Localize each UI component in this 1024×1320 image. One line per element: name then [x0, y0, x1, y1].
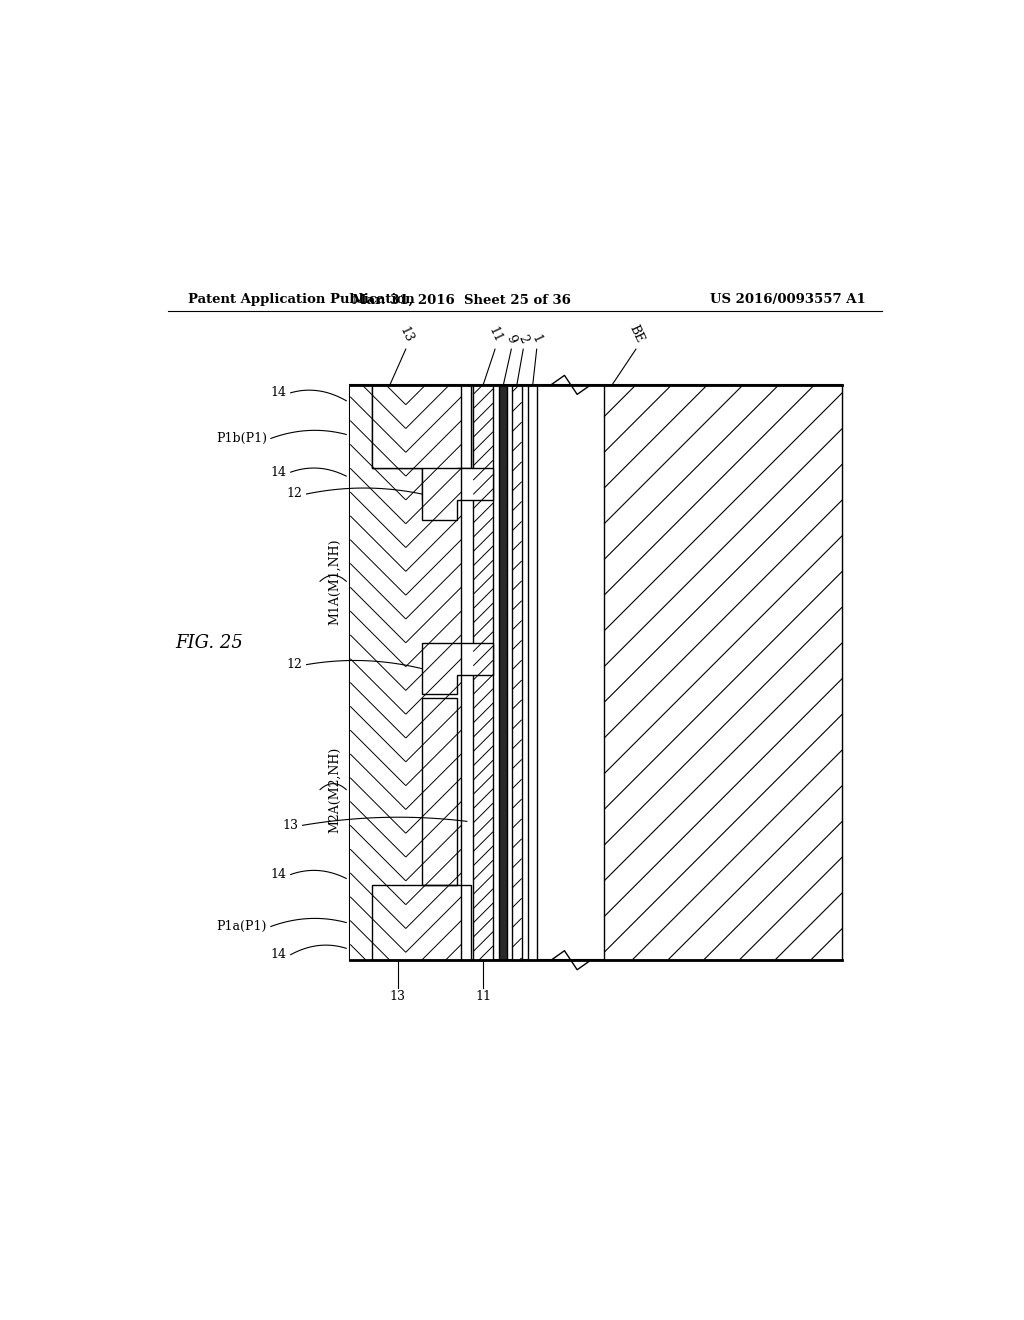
Polygon shape: [372, 698, 471, 960]
Bar: [350, 385, 842, 960]
Text: 12: 12: [287, 659, 303, 671]
Text: 13: 13: [390, 990, 406, 1003]
Text: 14: 14: [270, 869, 287, 880]
Text: 9: 9: [504, 333, 519, 346]
Text: Mar. 31, 2016  Sheet 25 of 36: Mar. 31, 2016 Sheet 25 of 36: [352, 293, 570, 306]
Text: 14: 14: [270, 387, 287, 400]
Text: M1A(M1,NH): M1A(M1,NH): [328, 539, 341, 624]
Polygon shape: [422, 643, 494, 694]
Text: 2: 2: [516, 333, 530, 346]
Bar: [350, 385, 461, 960]
Text: Patent Application Publication: Patent Application Publication: [187, 293, 415, 306]
Text: 11: 11: [475, 990, 492, 1003]
Text: 11: 11: [485, 325, 504, 346]
Polygon shape: [372, 385, 471, 500]
Text: BE: BE: [626, 323, 646, 346]
Text: 14: 14: [270, 466, 287, 479]
Text: P1a(P1): P1a(P1): [216, 920, 267, 933]
Text: 12: 12: [287, 487, 303, 500]
Bar: [372, 385, 471, 469]
Text: 1: 1: [529, 333, 545, 346]
Text: 13: 13: [283, 818, 299, 832]
Text: M2A(M2,NH): M2A(M2,NH): [328, 747, 341, 833]
Polygon shape: [422, 469, 494, 520]
Bar: [528, 385, 538, 960]
Bar: [473, 385, 494, 960]
Bar: [512, 385, 521, 960]
Text: 13: 13: [396, 325, 415, 346]
Bar: [500, 385, 507, 960]
Text: P1b(P1): P1b(P1): [216, 432, 267, 445]
Text: US 2016/0093557 A1: US 2016/0093557 A1: [711, 293, 866, 306]
Bar: [604, 385, 842, 960]
Text: FIG. 25: FIG. 25: [176, 634, 244, 652]
Text: 14: 14: [270, 948, 287, 961]
